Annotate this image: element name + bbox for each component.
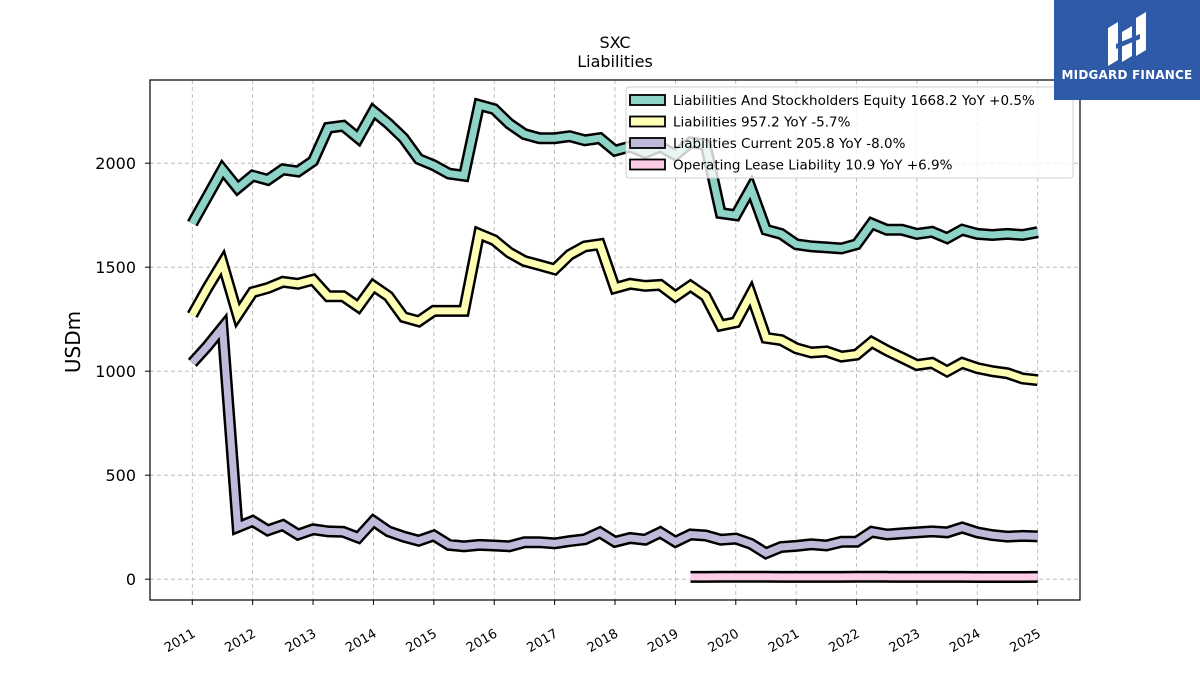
x-tick-label: 2018 — [585, 626, 621, 656]
chart-subtitle: Liabilities — [577, 52, 653, 71]
x-tick-label: 2019 — [645, 626, 681, 656]
x-tick-label: 2024 — [947, 626, 983, 656]
brand-logo: MIDGARD FINANCE — [1054, 0, 1200, 100]
legend: Liabilities And Stockholders Equity 1668… — [625, 86, 1074, 179]
legend-label: Liabilities 957.2 YoY -5.7% — [673, 115, 851, 131]
legend-swatch — [629, 158, 666, 171]
x-tick-label: 2011 — [162, 626, 198, 656]
x-tick-label: 2025 — [1008, 626, 1044, 656]
x-tick-label: 2016 — [464, 626, 500, 656]
y-tick-label: 0 — [126, 570, 136, 589]
y-tick-label: 2000 — [95, 154, 136, 173]
legend-label: Liabilities Current 205.8 YoY -8.0% — [673, 136, 906, 152]
legend-box — [625, 86, 1074, 179]
x-tick-label: 2021 — [766, 626, 802, 656]
x-tick-label: 2023 — [887, 626, 923, 656]
y-tick-label: 1500 — [95, 258, 136, 277]
x-tick-label: 2013 — [283, 626, 319, 656]
y-axis-title: USDm — [61, 311, 85, 373]
legend-swatch — [629, 137, 666, 149]
series-0 — [187, 97, 1039, 255]
series-lines — [187, 97, 1039, 583]
x-tick-label: 2022 — [826, 626, 862, 656]
x-tick-label: 2015 — [404, 626, 440, 656]
x-tick-label: 2014 — [343, 626, 379, 656]
y-tick-label: 500 — [105, 466, 136, 485]
y-tick-label: 1000 — [95, 362, 136, 381]
brand-name: MIDGARD FINANCE — [1061, 68, 1193, 82]
series-line — [189, 318, 1038, 558]
chart-title: SXC — [599, 33, 630, 52]
legend-label: Operating Lease Liability 10.9 YoY +6.9% — [673, 158, 953, 174]
x-tick-label: 2017 — [524, 626, 560, 656]
midgard-logo-icon — [1108, 12, 1146, 66]
legend-swatch — [629, 115, 666, 128]
series-2 — [187, 311, 1038, 560]
series-1 — [187, 225, 1039, 387]
series-line — [189, 100, 1039, 253]
legend-swatch — [629, 94, 666, 106]
series-line — [189, 229, 1039, 384]
x-tick-label: 2020 — [706, 626, 742, 656]
legend-label: Liabilities And Stockholders Equity 1668… — [673, 93, 1035, 109]
x-tick-label: 2012 — [223, 626, 259, 656]
